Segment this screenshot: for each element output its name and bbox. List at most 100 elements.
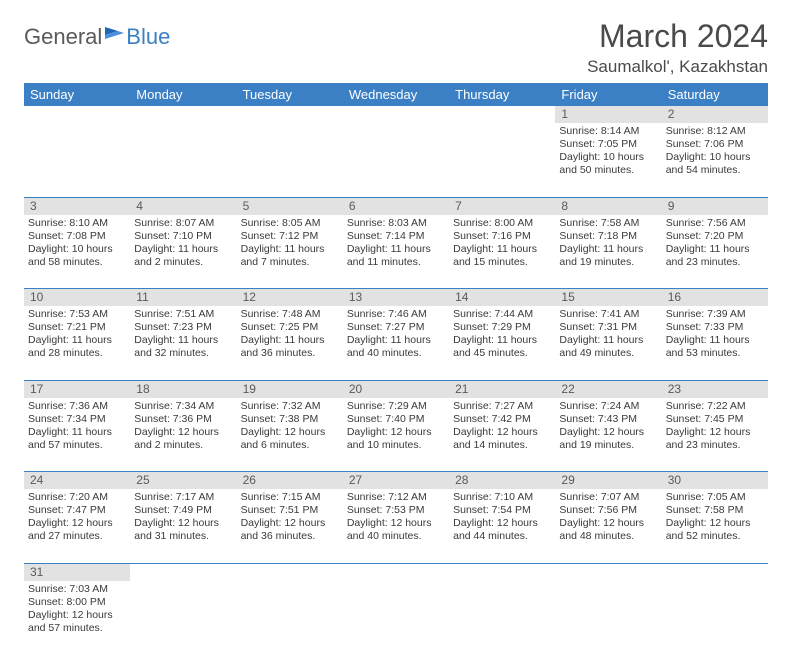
sunset-line: Sunset: 7:23 PM xyxy=(134,321,232,334)
day-number-cell xyxy=(555,563,661,581)
day-number-cell: 18 xyxy=(130,380,236,398)
sunset-line: Sunset: 7:53 PM xyxy=(347,504,445,517)
day-content-row: Sunrise: 7:03 AMSunset: 8:00 PMDaylight:… xyxy=(24,581,768,655)
day-number-cell: 20 xyxy=(343,380,449,398)
sunset-line: Sunset: 7:45 PM xyxy=(666,413,764,426)
day-number-cell xyxy=(449,106,555,123)
day-cell: Sunrise: 7:58 AMSunset: 7:18 PMDaylight:… xyxy=(555,215,661,289)
day-number-row: 12 xyxy=(24,106,768,123)
day-number-row: 24252627282930 xyxy=(24,472,768,490)
day-number-cell xyxy=(343,106,449,123)
day-number-cell: 5 xyxy=(237,197,343,215)
day-number-cell: 3 xyxy=(24,197,130,215)
sunrise-line: Sunrise: 7:03 AM xyxy=(28,583,126,596)
daylight-line: Daylight: 12 hours and 31 minutes. xyxy=(134,517,232,543)
day-number-cell xyxy=(130,563,236,581)
weekday-header: Saturday xyxy=(662,83,768,106)
sunrise-line: Sunrise: 7:24 AM xyxy=(559,400,657,413)
sunset-line: Sunset: 7:40 PM xyxy=(347,413,445,426)
day-number-cell: 12 xyxy=(237,289,343,307)
daylight-line: Daylight: 12 hours and 14 minutes. xyxy=(453,426,551,452)
day-number-row: 3456789 xyxy=(24,197,768,215)
day-cell xyxy=(24,123,130,197)
day-number-cell xyxy=(237,106,343,123)
logo: General Blue xyxy=(24,24,170,50)
day-number-cell xyxy=(130,106,236,123)
day-cell: Sunrise: 7:39 AMSunset: 7:33 PMDaylight:… xyxy=(662,306,768,380)
day-number-cell: 7 xyxy=(449,197,555,215)
daylight-line: Daylight: 11 hours and 40 minutes. xyxy=(347,334,445,360)
sunset-line: Sunset: 7:58 PM xyxy=(666,504,764,517)
daylight-line: Daylight: 11 hours and 36 minutes. xyxy=(241,334,339,360)
day-content-row: Sunrise: 7:53 AMSunset: 7:21 PMDaylight:… xyxy=(24,306,768,380)
day-cell: Sunrise: 7:15 AMSunset: 7:51 PMDaylight:… xyxy=(237,489,343,563)
day-number-cell: 11 xyxy=(130,289,236,307)
day-number-cell: 9 xyxy=(662,197,768,215)
sunset-line: Sunset: 7:18 PM xyxy=(559,230,657,243)
daylight-line: Daylight: 12 hours and 6 minutes. xyxy=(241,426,339,452)
daylight-line: Daylight: 11 hours and 2 minutes. xyxy=(134,243,232,269)
daylight-line: Daylight: 12 hours and 40 minutes. xyxy=(347,517,445,543)
day-cell xyxy=(130,123,236,197)
sunrise-line: Sunrise: 8:10 AM xyxy=(28,217,126,230)
day-number-cell: 8 xyxy=(555,197,661,215)
sunset-line: Sunset: 7:43 PM xyxy=(559,413,657,426)
daylight-line: Daylight: 11 hours and 28 minutes. xyxy=(28,334,126,360)
day-number-cell: 10 xyxy=(24,289,130,307)
sunrise-line: Sunrise: 7:20 AM xyxy=(28,491,126,504)
day-number-row: 10111213141516 xyxy=(24,289,768,307)
daylight-line: Daylight: 10 hours and 50 minutes. xyxy=(559,151,657,177)
title-block: March 2024 Saumalkol', Kazakhstan xyxy=(587,18,768,77)
sunset-line: Sunset: 7:14 PM xyxy=(347,230,445,243)
sunrise-line: Sunrise: 7:34 AM xyxy=(134,400,232,413)
logo-text-blue: Blue xyxy=(126,24,170,50)
sunset-line: Sunset: 7:08 PM xyxy=(28,230,126,243)
day-cell: Sunrise: 7:12 AMSunset: 7:53 PMDaylight:… xyxy=(343,489,449,563)
daylight-line: Daylight: 12 hours and 2 minutes. xyxy=(134,426,232,452)
daylight-line: Daylight: 11 hours and 23 minutes. xyxy=(666,243,764,269)
sunrise-line: Sunrise: 8:00 AM xyxy=(453,217,551,230)
daylight-line: Daylight: 10 hours and 54 minutes. xyxy=(666,151,764,177)
weekday-header: Thursday xyxy=(449,83,555,106)
day-number-cell: 2 xyxy=(662,106,768,123)
day-number-cell: 6 xyxy=(343,197,449,215)
month-title: March 2024 xyxy=(587,18,768,55)
sunrise-line: Sunrise: 7:53 AM xyxy=(28,308,126,321)
day-cell: Sunrise: 7:36 AMSunset: 7:34 PMDaylight:… xyxy=(24,398,130,472)
weekday-header: Tuesday xyxy=(237,83,343,106)
sunrise-line: Sunrise: 7:12 AM xyxy=(347,491,445,504)
daylight-line: Daylight: 12 hours and 23 minutes. xyxy=(666,426,764,452)
day-number-cell: 4 xyxy=(130,197,236,215)
sunset-line: Sunset: 7:38 PM xyxy=(241,413,339,426)
sunset-line: Sunset: 7:47 PM xyxy=(28,504,126,517)
sunset-line: Sunset: 7:34 PM xyxy=(28,413,126,426)
day-number-cell xyxy=(449,563,555,581)
day-cell: Sunrise: 7:44 AMSunset: 7:29 PMDaylight:… xyxy=(449,306,555,380)
day-cell xyxy=(237,123,343,197)
day-cell: Sunrise: 8:10 AMSunset: 7:08 PMDaylight:… xyxy=(24,215,130,289)
weekday-header: Friday xyxy=(555,83,661,106)
day-number-cell: 26 xyxy=(237,472,343,490)
sunrise-line: Sunrise: 7:32 AM xyxy=(241,400,339,413)
sunset-line: Sunset: 7:56 PM xyxy=(559,504,657,517)
day-cell: Sunrise: 8:07 AMSunset: 7:10 PMDaylight:… xyxy=(130,215,236,289)
daylight-line: Daylight: 12 hours and 10 minutes. xyxy=(347,426,445,452)
day-cell: Sunrise: 8:00 AMSunset: 7:16 PMDaylight:… xyxy=(449,215,555,289)
sunset-line: Sunset: 7:27 PM xyxy=(347,321,445,334)
weekday-header: Monday xyxy=(130,83,236,106)
daylight-line: Daylight: 11 hours and 49 minutes. xyxy=(559,334,657,360)
day-number-cell: 1 xyxy=(555,106,661,123)
daylight-line: Daylight: 12 hours and 36 minutes. xyxy=(241,517,339,543)
day-cell: Sunrise: 7:29 AMSunset: 7:40 PMDaylight:… xyxy=(343,398,449,472)
day-cell xyxy=(555,581,661,655)
sunset-line: Sunset: 7:25 PM xyxy=(241,321,339,334)
sunset-line: Sunset: 7:36 PM xyxy=(134,413,232,426)
sunset-line: Sunset: 7:29 PM xyxy=(453,321,551,334)
sunrise-line: Sunrise: 7:44 AM xyxy=(453,308,551,321)
sunrise-line: Sunrise: 7:58 AM xyxy=(559,217,657,230)
sunset-line: Sunset: 8:00 PM xyxy=(28,596,126,609)
day-cell xyxy=(343,123,449,197)
day-cell: Sunrise: 7:53 AMSunset: 7:21 PMDaylight:… xyxy=(24,306,130,380)
day-number-cell: 24 xyxy=(24,472,130,490)
day-cell: Sunrise: 7:10 AMSunset: 7:54 PMDaylight:… xyxy=(449,489,555,563)
